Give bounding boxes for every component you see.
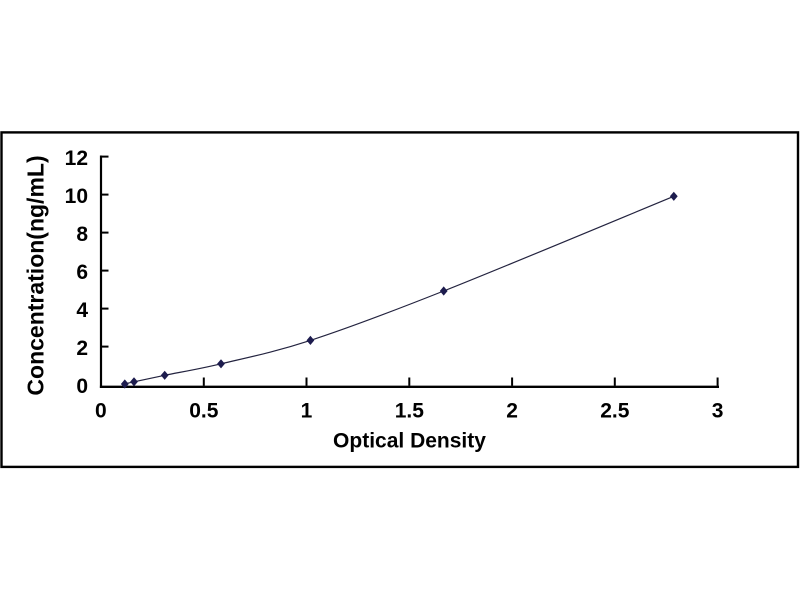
svg-text:0.5: 0.5 xyxy=(189,399,219,422)
svg-text:10: 10 xyxy=(65,185,88,208)
svg-text:0: 0 xyxy=(76,375,88,398)
svg-text:4: 4 xyxy=(76,299,88,322)
svg-text:2: 2 xyxy=(506,399,518,422)
svg-text:12: 12 xyxy=(65,147,88,170)
svg-text:1.5: 1.5 xyxy=(395,399,425,422)
svg-text:0: 0 xyxy=(95,399,107,422)
svg-text:Concentration(ng/mL): Concentration(ng/mL) xyxy=(23,155,49,395)
svg-text:Optical Density: Optical Density xyxy=(333,430,486,453)
svg-text:6: 6 xyxy=(76,261,88,284)
svg-text:1: 1 xyxy=(301,399,313,422)
svg-text:2: 2 xyxy=(76,337,88,360)
svg-text:2.5: 2.5 xyxy=(600,399,630,422)
svg-text:8: 8 xyxy=(76,223,88,246)
svg-text:3: 3 xyxy=(712,399,724,422)
